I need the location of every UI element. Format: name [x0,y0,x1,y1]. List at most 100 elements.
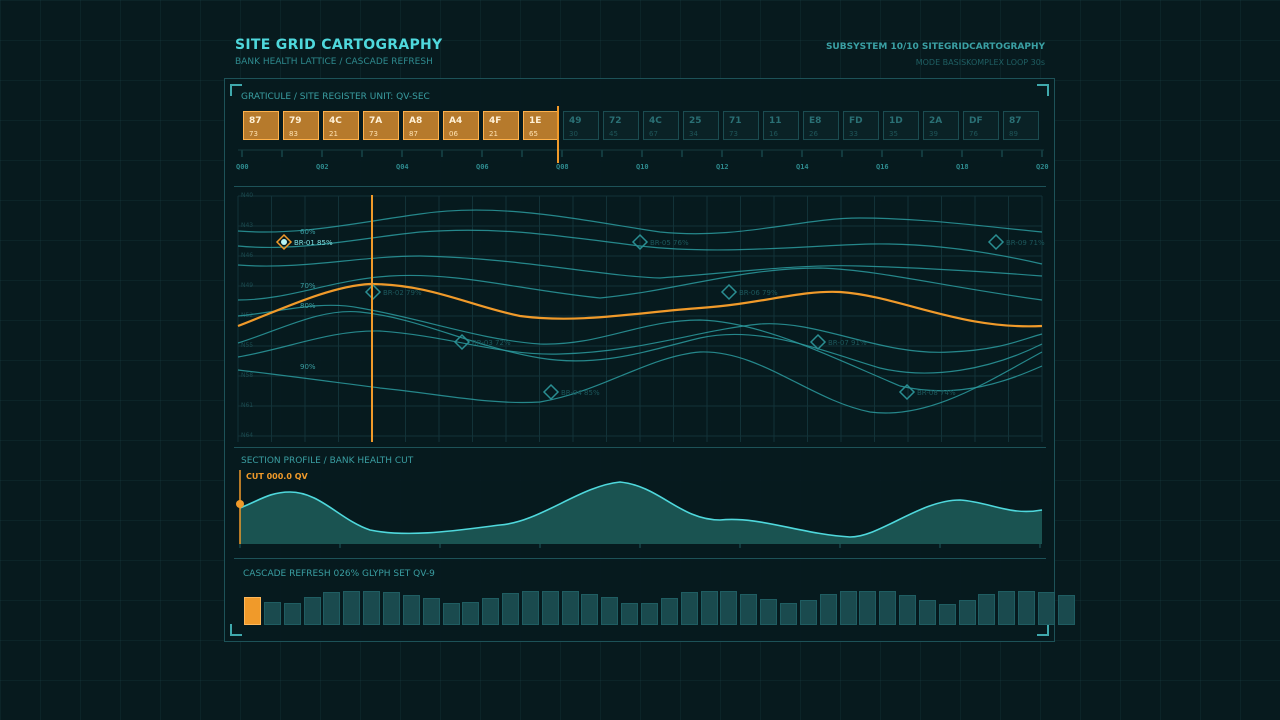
corner-tr [1037,84,1049,96]
site-tile-value: 39 [929,130,938,138]
cascade-bar [720,590,738,625]
contour-line [237,351,1043,414]
site-tile-value: 87 [409,130,418,138]
site-tile-value: 45 [609,130,618,138]
site-tile[interactable]: 4F 21 [483,111,519,140]
site-tile-code: 4C [649,116,662,126]
cascade-bar [482,598,500,625]
site-marker[interactable] [987,233,1005,251]
cascade-bar [402,595,420,625]
site-tile[interactable]: 4C 21 [323,111,359,140]
site-tile-code: DF [969,116,983,126]
corner-br [1037,624,1049,636]
cascade-bar [581,593,599,625]
site-tile[interactable]: 87 73 [243,111,279,140]
cascade-bar [422,598,440,625]
selected-marker[interactable] [275,233,293,251]
site-tile[interactable]: 87 89 [1003,111,1039,140]
site-marker[interactable] [542,383,560,401]
cascade-bar [521,590,539,625]
marker-label: BR-01 85% [294,239,333,247]
cascade-bar [859,590,877,625]
site-tile[interactable]: 71 73 [723,111,759,140]
site-marker[interactable] [453,333,471,351]
site-tile[interactable]: 49 30 [563,111,599,140]
contour-label: 90% [300,363,316,371]
contour-line [237,267,1043,301]
marker-label: BR-03 72% [472,339,511,347]
contour-line [237,323,1043,358]
quarter-label: Q06 [476,163,489,171]
cascade-bar [263,601,281,625]
quarter-label: Q18 [956,163,969,171]
cascade-bar [462,601,480,625]
cut-handle[interactable] [236,500,244,508]
site-marker[interactable] [809,333,827,351]
site-tile-value: 65 [529,130,538,138]
site-tile[interactable]: 2A 39 [923,111,959,140]
marker-label: BR-08 74% [917,389,956,397]
marker-label: BR-02 79% [383,289,422,297]
site-tile-code: A8 [409,116,423,126]
site-tile[interactable]: A4 06 [443,111,479,140]
site-tile[interactable]: E8 26 [803,111,839,140]
site-tile-code: 7A [369,116,383,126]
row-label: N43 [241,222,253,229]
site-tile-code: 72 [609,116,622,126]
app-subtitle: BANK HEALTH LATTICE / CASCADE REFRESH [235,57,433,67]
cascade-bar [283,602,301,625]
site-tile[interactable]: 1E 65 [523,111,559,140]
site-tile[interactable]: FD 33 [843,111,879,140]
highlight-curve[interactable] [237,282,1043,328]
quarter-label: Q04 [396,163,409,171]
site-tile-code: 79 [289,116,302,126]
cascade-bar [323,592,341,625]
site-tile-code: 1D [889,116,903,126]
cascade-bar [303,597,321,625]
site-tile-value: 21 [329,130,338,138]
site-tile[interactable]: 11 16 [763,111,799,140]
site-tile-value: 83 [289,130,298,138]
site-tile-value: 73 [369,130,378,138]
quarter-label: Q08 [556,163,569,171]
cascade-bar [363,590,381,625]
site-tile[interactable]: 72 45 [603,111,639,140]
cascade-bar [978,593,996,625]
section-profile-label: SECTION PROFILE / BANK HEALTH CUT [241,456,414,466]
site-tile[interactable]: 79 83 [283,111,319,140]
site-marker[interactable] [631,233,649,251]
marker-label: BR-09 71% [1006,239,1045,247]
quarter-label: Q02 [316,163,329,171]
marker-label: BR-04 85% [561,389,600,397]
site-tile[interactable]: 25 34 [683,111,719,140]
site-tile[interactable]: A8 87 [403,111,439,140]
site-marker[interactable] [720,283,738,301]
cascade-bar [1018,590,1036,625]
site-tile-value: 33 [849,130,858,138]
cascade-bar [680,592,698,625]
site-tile[interactable]: 1D 35 [883,111,919,140]
cascade-bar [561,591,579,625]
site-tile-value: 89 [1009,130,1018,138]
site-tile-value: 34 [689,130,698,138]
row-label: N64 [241,432,253,439]
site-tile-code: 25 [689,116,702,126]
cascade-bar [343,590,361,625]
site-tile-value: 73 [729,130,738,138]
site-tile[interactable]: DF 76 [963,111,999,140]
contour-label: 80% [300,302,316,310]
cascade-bar [660,598,678,625]
cascade-bar [502,592,520,625]
corner-tl [230,84,242,96]
site-tile-code: 71 [729,116,742,126]
site-tile-code: 4F [489,116,502,126]
site-tile[interactable]: 4C 67 [643,111,679,140]
site-tile[interactable]: 7A 73 [363,111,399,140]
profile-line [239,481,1043,538]
site-marker[interactable] [898,383,916,401]
cascade-bar [700,590,718,625]
cascade-bar [601,597,619,625]
contour-line [237,310,1043,374]
site-tile-code: 2A [929,116,943,126]
cascade-bar [918,600,936,625]
